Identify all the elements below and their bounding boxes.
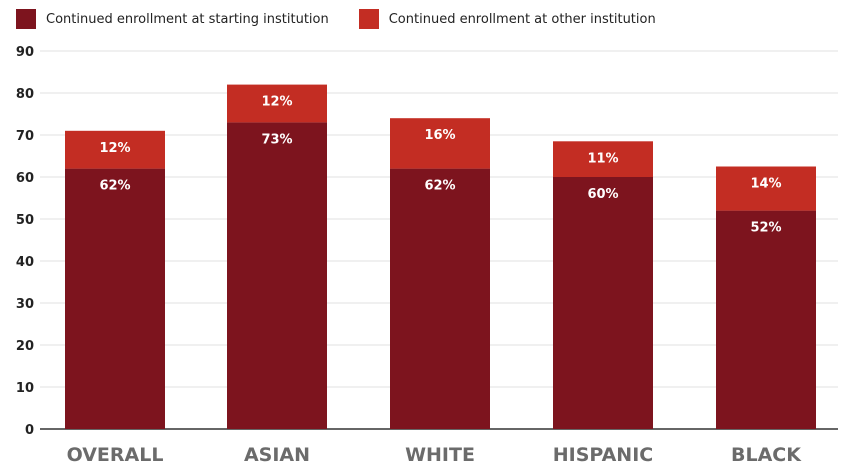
y-tick-label-0: 0 xyxy=(25,423,34,438)
legend-swatch-starting-institution xyxy=(16,9,36,29)
y-tick-label-20: 20 xyxy=(16,339,34,354)
legend-label-starting-institution: Continued enrollment at starting institu… xyxy=(46,11,329,27)
bar-starting-overall xyxy=(65,168,165,429)
bar-starting-black xyxy=(716,210,816,429)
data-label-other-black: 14% xyxy=(750,177,781,192)
y-tick-label-80: 80 xyxy=(16,87,34,102)
bar-starting-hispanic xyxy=(553,177,653,429)
data-label-starting-asian: 73% xyxy=(261,132,292,147)
y-tick-label-90: 90 xyxy=(16,45,34,60)
y-tick-label-50: 50 xyxy=(16,213,34,228)
y-axis-ticks: 0 10 20 30 40 50 60 70 80 90 xyxy=(16,45,34,438)
x-tick-label-overall: OVERALL xyxy=(67,444,164,466)
y-tick-label-60: 60 xyxy=(16,171,34,186)
bars xyxy=(65,84,816,430)
data-label-other-white: 16% xyxy=(424,128,455,143)
data-label-starting-white: 62% xyxy=(424,179,455,194)
data-label-starting-black: 52% xyxy=(750,221,781,236)
bar-other-black xyxy=(716,166,816,211)
data-label-starting-hispanic: 60% xyxy=(587,187,618,202)
data-label-other-hispanic: 11% xyxy=(587,151,618,166)
legend-item-starting-institution: Continued enrollment at starting institu… xyxy=(16,9,329,29)
y-tick-label-10: 10 xyxy=(16,381,34,396)
x-tick-label-hispanic: HISPANIC xyxy=(553,444,653,466)
x-tick-label-asian: ASIAN xyxy=(244,444,310,466)
bar-other-overall xyxy=(65,130,165,169)
bar-other-white xyxy=(390,118,490,169)
data-labels: 62% 12% 73% 12% 62% 16% 60% 11% 52% 14% xyxy=(99,95,781,236)
bar-other-asian xyxy=(227,84,327,123)
x-tick-label-black: BLACK xyxy=(731,444,802,466)
data-label-other-asian: 12% xyxy=(261,95,292,110)
x-tick-label-white: WHITE xyxy=(405,444,475,466)
legend-label-other-institution: Continued enrollment at other institutio… xyxy=(388,11,656,27)
bar-starting-asian xyxy=(227,122,327,430)
chart-legend: Continued enrollment at starting institu… xyxy=(16,8,686,30)
y-tick-label-30: 30 xyxy=(16,297,34,312)
data-label-starting-overall: 62% xyxy=(99,179,130,194)
legend-swatch-other-institution xyxy=(358,9,379,29)
bar-starting-white xyxy=(390,168,490,429)
y-tick-label-70: 70 xyxy=(16,129,34,144)
x-axis-ticks: OVERALL ASIAN WHITE HISPANIC BLACK xyxy=(67,444,803,466)
legend-item-other-institution: Continued enrollment at other institutio… xyxy=(358,9,656,29)
y-tick-label-40: 40 xyxy=(16,255,34,270)
data-label-other-overall: 12% xyxy=(99,141,130,156)
bar-other-hispanic xyxy=(553,141,653,177)
